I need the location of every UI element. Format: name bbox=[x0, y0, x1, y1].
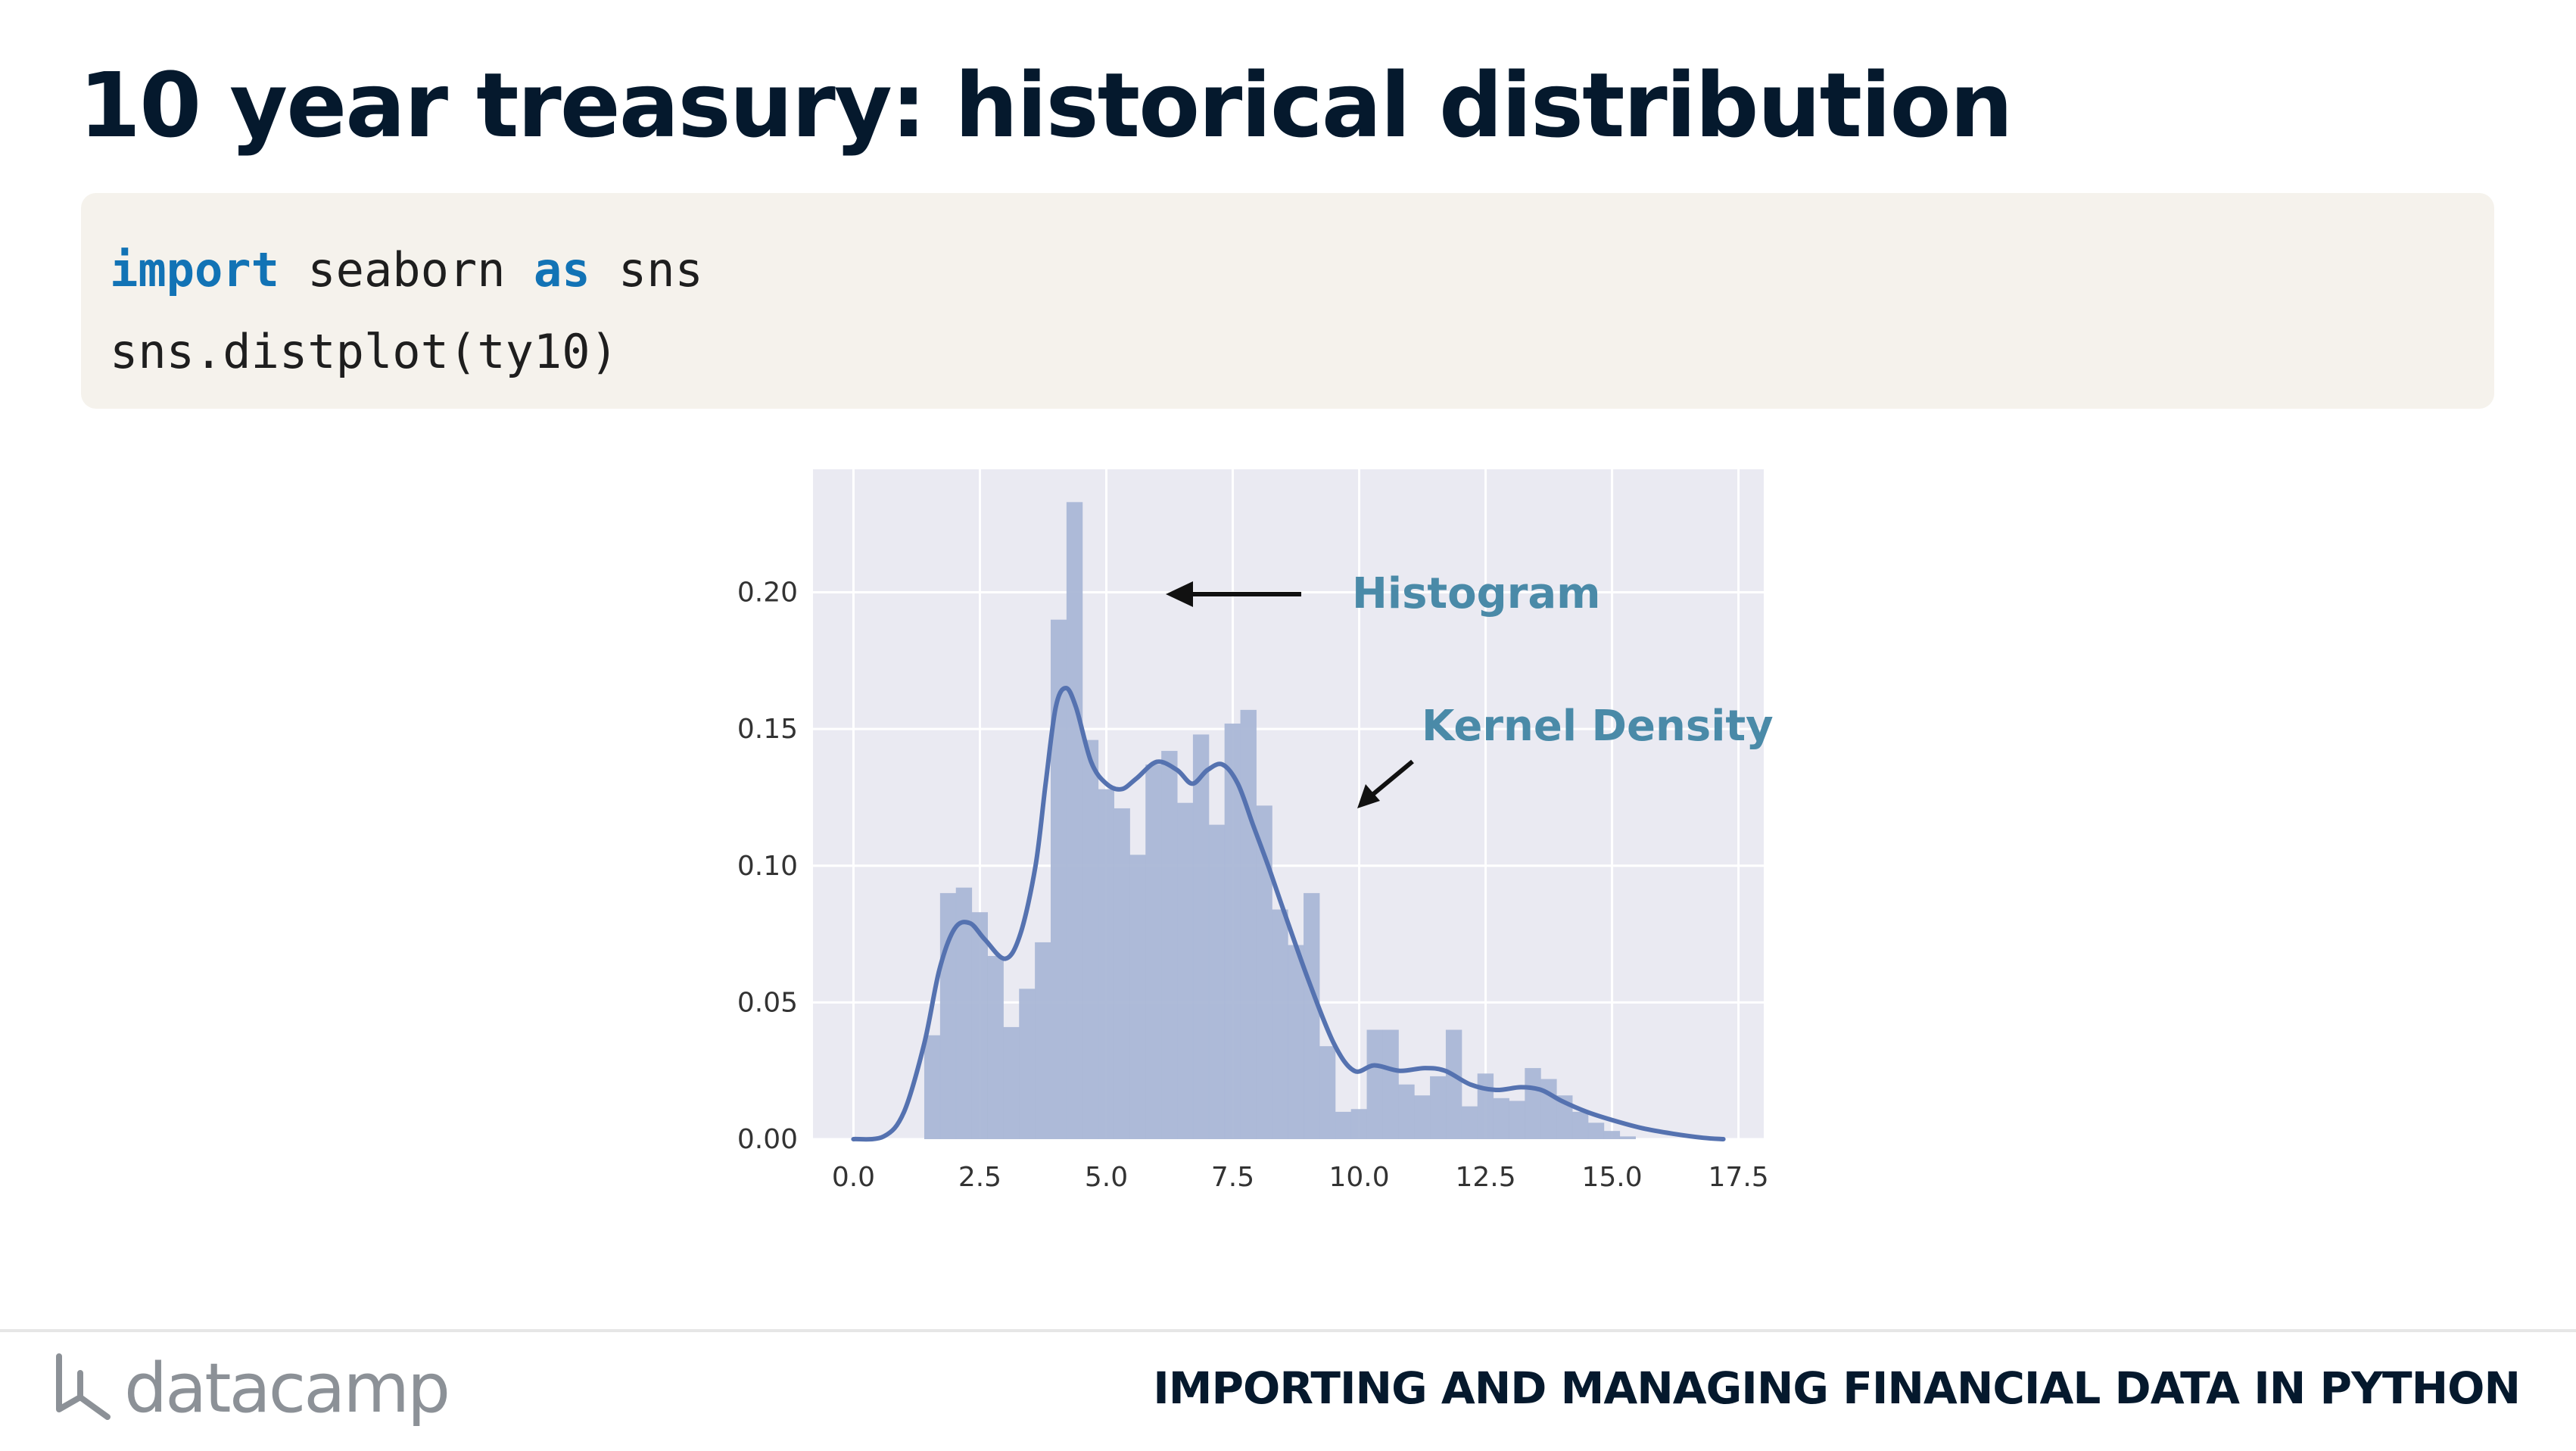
kde-arrow-shaft bbox=[1366, 759, 1414, 801]
histogram-bar bbox=[1461, 1106, 1478, 1139]
histogram-bar bbox=[1288, 945, 1304, 1139]
histogram-bar bbox=[1430, 1076, 1447, 1139]
code-line-1: import seaborn as sns bbox=[110, 229, 2494, 311]
histogram-bar bbox=[1603, 1131, 1621, 1139]
histogram-bar bbox=[1114, 808, 1130, 1139]
histogram-bar bbox=[1571, 1111, 1589, 1139]
histogram-bar bbox=[1272, 909, 1288, 1139]
histogram-bar bbox=[1161, 751, 1178, 1139]
x-tick-label: 10.0 bbox=[1328, 1162, 1389, 1193]
histogram-bar bbox=[1350, 1109, 1368, 1139]
histogram-bar bbox=[1098, 789, 1115, 1139]
histogram-bar bbox=[1066, 502, 1083, 1139]
annotation-histogram: Histogram bbox=[1352, 569, 1600, 618]
course-title: IMPORTING AND MANAGING FINANCIAL DATA IN… bbox=[1153, 1362, 2521, 1414]
x-tick-label: 17.5 bbox=[1709, 1162, 1769, 1193]
y-tick-label: 0.15 bbox=[737, 714, 798, 745]
histogram-bar bbox=[1398, 1084, 1415, 1139]
kde-arrow-head bbox=[1357, 784, 1380, 808]
y-tick-label: 0.00 bbox=[737, 1124, 798, 1155]
distplot-chart: 0.0 2.5 5.0 7.5 10.0 12.5 15.0 17.5 0.00 0.05 0.10… bbox=[737, 469, 1774, 1193]
histogram-bar bbox=[1224, 723, 1241, 1139]
x-tick-label: 7.5 bbox=[1211, 1162, 1254, 1193]
histogram-bar bbox=[924, 1035, 941, 1139]
histogram-bar bbox=[1208, 824, 1226, 1139]
code-keyword-as: as bbox=[533, 242, 590, 297]
histogram-bar bbox=[1477, 1073, 1494, 1139]
histogram-bar bbox=[1003, 1026, 1020, 1139]
histogram-bar bbox=[955, 887, 973, 1139]
x-tick-label: 2.5 bbox=[958, 1162, 1001, 1193]
datacamp-wordmark: datacamp bbox=[124, 1348, 450, 1428]
histogram-bar bbox=[1129, 855, 1146, 1139]
histogram-bar bbox=[1587, 1123, 1605, 1139]
histogram-bar bbox=[1540, 1079, 1557, 1139]
slide-title: 10 year treasury: historical distributio… bbox=[79, 53, 2014, 157]
histogram-bar bbox=[1382, 1029, 1399, 1139]
histogram-bar bbox=[1304, 892, 1320, 1139]
histogram-bar bbox=[1335, 1111, 1352, 1139]
histogram-bar bbox=[1240, 709, 1257, 1139]
code-block: import seaborn as sns sns.distplot(ty10) bbox=[81, 193, 2494, 409]
histogram-bar bbox=[1145, 764, 1162, 1139]
footer-divider bbox=[0, 1329, 2576, 1332]
histogram-bar bbox=[1319, 1046, 1336, 1139]
histogram-bar bbox=[1525, 1068, 1541, 1139]
code-line-2: sns.distplot(ty10) bbox=[110, 324, 618, 379]
histogram-arrow-head bbox=[1166, 581, 1193, 607]
histogram-bar bbox=[1035, 942, 1051, 1139]
histogram-bar bbox=[1082, 740, 1099, 1139]
x-tick-label: 5.0 bbox=[1085, 1162, 1128, 1193]
x-tick-label: 15.0 bbox=[1581, 1162, 1642, 1193]
histogram-bar bbox=[1366, 1029, 1383, 1139]
histogram-bar bbox=[1445, 1029, 1462, 1139]
code-text-seaborn: seaborn bbox=[279, 242, 534, 297]
y-tick-label: 0.05 bbox=[737, 987, 798, 1018]
y-tick-label: 0.20 bbox=[737, 578, 798, 609]
code-text-sns: sns bbox=[590, 242, 703, 297]
annotation-kernel-density: Kernel Density bbox=[1422, 702, 1774, 751]
histogram-bar bbox=[1509, 1101, 1525, 1139]
histogram-bar bbox=[1177, 802, 1194, 1139]
code-keyword-import: import bbox=[110, 242, 279, 297]
y-tick-label: 0.10 bbox=[737, 851, 798, 882]
histogram-bar bbox=[1051, 619, 1067, 1139]
x-tick-label: 0.0 bbox=[832, 1162, 875, 1193]
histogram-bar bbox=[1619, 1136, 1636, 1139]
histogram-bar bbox=[1493, 1098, 1509, 1139]
kde-line bbox=[851, 685, 1726, 1142]
histogram-bar bbox=[987, 955, 1004, 1139]
histogram-bar bbox=[1414, 1095, 1431, 1139]
datacamp-logo: datacamp bbox=[53, 1348, 450, 1428]
histogram-bar bbox=[1192, 734, 1210, 1139]
datacamp-logo-icon bbox=[56, 1353, 111, 1420]
histogram-bar bbox=[971, 912, 988, 1139]
histogram-bar bbox=[1256, 805, 1272, 1139]
histogram-bar bbox=[1019, 989, 1036, 1139]
x-tick-label: 12.5 bbox=[1455, 1162, 1515, 1193]
